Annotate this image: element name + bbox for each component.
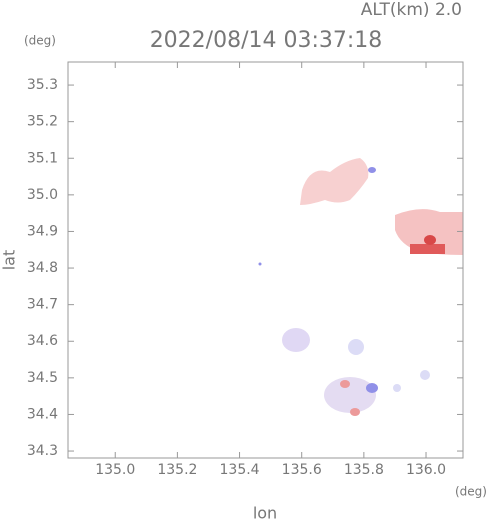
y-tick-label: 35.0: [27, 187, 58, 203]
y-unit: (deg): [24, 34, 56, 48]
x-axis-label: lon: [253, 504, 277, 522]
chart-title: 2022/08/14 03:37:18: [150, 28, 383, 53]
echo-patch: [348, 339, 364, 355]
y-tick-label: 34.6: [27, 333, 58, 349]
echo-patch: [424, 235, 436, 245]
y-tick-label: 34.3: [27, 443, 58, 459]
echo-patch: [410, 244, 445, 254]
y-axis-label: lat: [0, 250, 19, 271]
altitude-label: ALT(km) 2.0: [361, 0, 462, 20]
echo-patches: [258, 158, 463, 416]
x-tick-label: 136.0: [406, 462, 446, 478]
y-tick-label: 34.9: [27, 223, 58, 239]
plot-frame: [67, 61, 464, 459]
echo-patch: [300, 158, 369, 205]
echo-patch: [395, 209, 463, 255]
echo-patch: [393, 384, 401, 392]
echo-patch: [368, 167, 376, 173]
echo-patch: [420, 370, 430, 380]
echo-patch: [350, 408, 360, 416]
x-tick-label: 135.0: [95, 462, 135, 478]
x-tick-label: 135.8: [344, 462, 384, 478]
y-tick-label: 35.1: [27, 150, 58, 166]
echo-patch: [258, 262, 262, 266]
y-tick-label: 34.8: [27, 260, 58, 276]
echo-patch: [366, 383, 378, 393]
x-tick-label: 135.6: [282, 462, 322, 478]
echo-patch: [282, 328, 310, 352]
y-tick-label: 34.5: [27, 370, 58, 386]
y-tick-label: 34.4: [27, 406, 58, 422]
x-unit: (deg): [455, 485, 487, 499]
echo-patch: [340, 380, 350, 388]
x-tick-label: 135.4: [220, 462, 260, 478]
y-tick-label: 35.2: [27, 114, 58, 130]
y-tick-label: 35.3: [27, 77, 58, 93]
x-tick-label: 135.2: [157, 462, 197, 478]
y-tick-label: 34.7: [27, 297, 58, 313]
echo-patch: [324, 377, 376, 413]
